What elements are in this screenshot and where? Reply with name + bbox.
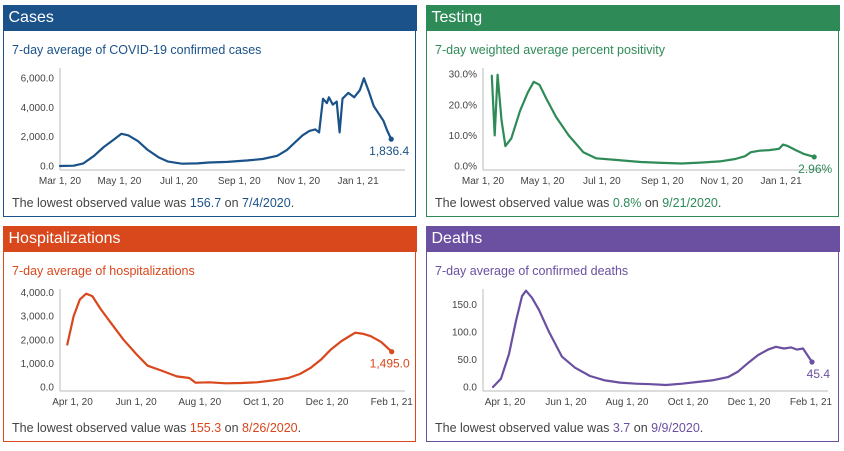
y-tick-label: 150.0: [452, 300, 477, 311]
hospitalizations-panel-title: Hospitalizations: [2, 225, 417, 252]
lowest-date: 9/21/2020: [662, 196, 718, 210]
x-tick-label: Jan 1, 21: [338, 176, 380, 187]
lowest-suffix: .: [290, 196, 295, 210]
last-point-marker: [388, 136, 394, 142]
last-value-label: 1,495.0: [370, 357, 410, 371]
series-line: [58, 77, 393, 168]
x-tick-label: Oct 1, 20: [243, 397, 284, 408]
x-tick-label: Apr 1, 20: [485, 397, 526, 408]
y-tick-label: 4,000.0: [21, 103, 55, 114]
testing-subtitle: 7-day weighted average percent positivit…: [435, 43, 665, 57]
deaths-panel: Deaths 7-day average of confirmed deaths…: [425, 225, 840, 442]
cases-lowest-note: The lowest observed value was 156.7 on 7…: [12, 196, 294, 210]
x-tick-label: Jul 1, 20: [583, 176, 621, 187]
series-line: [491, 289, 814, 389]
x-tick-label: Oct 1, 20: [668, 397, 709, 408]
y-tick-label: 50.0: [458, 355, 478, 366]
y-tick-label: 20.0%: [449, 100, 477, 111]
last-value-label: 2.96%: [798, 162, 832, 176]
x-tick-label: Mar 1, 20: [462, 176, 505, 187]
cases-panel: Cases 7-day average of COVID-19 confirme…: [2, 4, 417, 217]
x-tick-label: Aug 1, 20: [606, 397, 649, 408]
lowest-mid: on: [221, 421, 243, 435]
y-tick-label: 2,000.0: [21, 132, 55, 143]
hospitalizations-line-chart: 4,000.0 3,000.0 2,000.0 1,000.0 0.0 Apr 1, 20…: [21, 288, 414, 408]
cases-panel-title: Cases: [2, 4, 417, 31]
lowest-value: 155.3: [189, 421, 222, 435]
y-tick-label: 0.0: [463, 383, 477, 394]
x-tick-label: Nov 1, 20: [277, 176, 320, 187]
deaths-line-chart: 150.0 100.0 50.0 0.0 Apr 1, 20 Jun 1, 20 Aug 1…: [452, 289, 833, 408]
testing-panel: Testing 7-day weighted average percent p…: [425, 4, 840, 217]
deaths-panel-title: Deaths: [425, 225, 840, 252]
lowest-mid: on: [221, 196, 243, 210]
deaths-lowest-note: The lowest observed value was 3.7 on 9/9…: [435, 421, 703, 435]
x-tick-label: Feb 1, 21: [790, 397, 833, 408]
y-tick-label: 1,000.0: [21, 359, 55, 370]
x-tick-label: May 1, 20: [520, 176, 564, 187]
y-tick-label: 4,000.0: [21, 288, 55, 299]
lowest-mid: on: [641, 196, 663, 210]
series-line: [66, 292, 393, 385]
lowest-value: 156.7: [189, 196, 222, 210]
x-tick-label: Dec 1, 20: [306, 397, 349, 408]
cases-subtitle: 7-day average of COVID-19 confirmed case…: [12, 43, 262, 57]
x-tick-label: May 1, 20: [97, 176, 141, 187]
x-tick-label: Dec 1, 20: [728, 397, 771, 408]
last-point-marker: [389, 349, 395, 355]
last-point-marker: [811, 154, 817, 160]
x-tick-label: Jan 1, 21: [761, 176, 803, 187]
x-tick-label: Mar 1, 20: [39, 176, 82, 187]
lowest-prefix: The lowest observed value was: [435, 196, 613, 210]
series-line: [490, 73, 816, 165]
last-value-label: 1,836.4: [369, 144, 409, 158]
lowest-mid: on: [630, 421, 652, 435]
lowest-date: 9/9/2020: [651, 421, 700, 435]
lowest-date: 8/26/2020: [242, 421, 298, 435]
x-tick-label: Jun 1, 20: [545, 397, 587, 408]
x-tick-label: Aug 1, 20: [178, 397, 221, 408]
lowest-prefix: The lowest observed value was: [12, 196, 190, 210]
last-point-marker: [809, 359, 815, 365]
lowest-suffix: .: [699, 421, 704, 435]
x-tick-label: Sep 1, 20: [218, 176, 261, 187]
y-tick-label: 30.0%: [449, 70, 477, 81]
y-tick-label: 2,000.0: [21, 335, 55, 346]
lowest-prefix: The lowest observed value was: [12, 421, 190, 435]
cases-line-chart: 6,000.0 4,000.0 2,000.0 0.0 Mar 1, 20 May 1, …: [21, 68, 410, 187]
x-tick-label: Nov 1, 20: [700, 176, 743, 187]
deaths-subtitle: 7-day average of confirmed deaths: [435, 264, 629, 278]
x-tick-label: Jun 1, 20: [116, 397, 158, 408]
hospitalizations-panel: Hospitalizations 7-day average of hospit…: [2, 225, 417, 442]
y-tick-label: 0.0%: [454, 162, 477, 173]
last-value-label: 45.4: [807, 367, 831, 381]
y-tick-label: 10.0%: [449, 131, 477, 142]
lowest-prefix: The lowest observed value was: [435, 421, 613, 435]
y-tick-label: 6,000.0: [21, 74, 55, 85]
testing-lowest-note: The lowest observed value was 0.8% on 9/…: [435, 196, 721, 210]
lowest-date: 7/4/2020: [242, 196, 291, 210]
hospitalizations-subtitle: 7-day average of hospitalizations: [12, 264, 195, 278]
y-tick-label: 100.0: [452, 327, 477, 338]
x-tick-label: Feb 1, 21: [371, 397, 414, 408]
lowest-value: 0.8%: [612, 196, 642, 210]
y-tick-label: 0.0: [40, 162, 54, 173]
x-tick-label: Jul 1, 20: [160, 176, 198, 187]
lowest-suffix: .: [717, 196, 722, 210]
lowest-value: 3.7: [612, 421, 631, 435]
testing-panel-title: Testing: [425, 4, 840, 31]
hospitalizations-lowest-note: The lowest observed value was 155.3 on 8…: [12, 421, 301, 435]
y-tick-label: 3,000.0: [21, 312, 55, 323]
x-tick-label: Apr 1, 20: [52, 397, 93, 408]
lowest-suffix: .: [297, 421, 302, 435]
testing-line-chart: 30.0% 20.0% 10.0% 0.0% Mar 1, 20 May 1, 20 Jul…: [449, 68, 833, 187]
y-tick-label: 0.0: [40, 383, 54, 394]
x-tick-label: Sep 1, 20: [641, 176, 684, 187]
